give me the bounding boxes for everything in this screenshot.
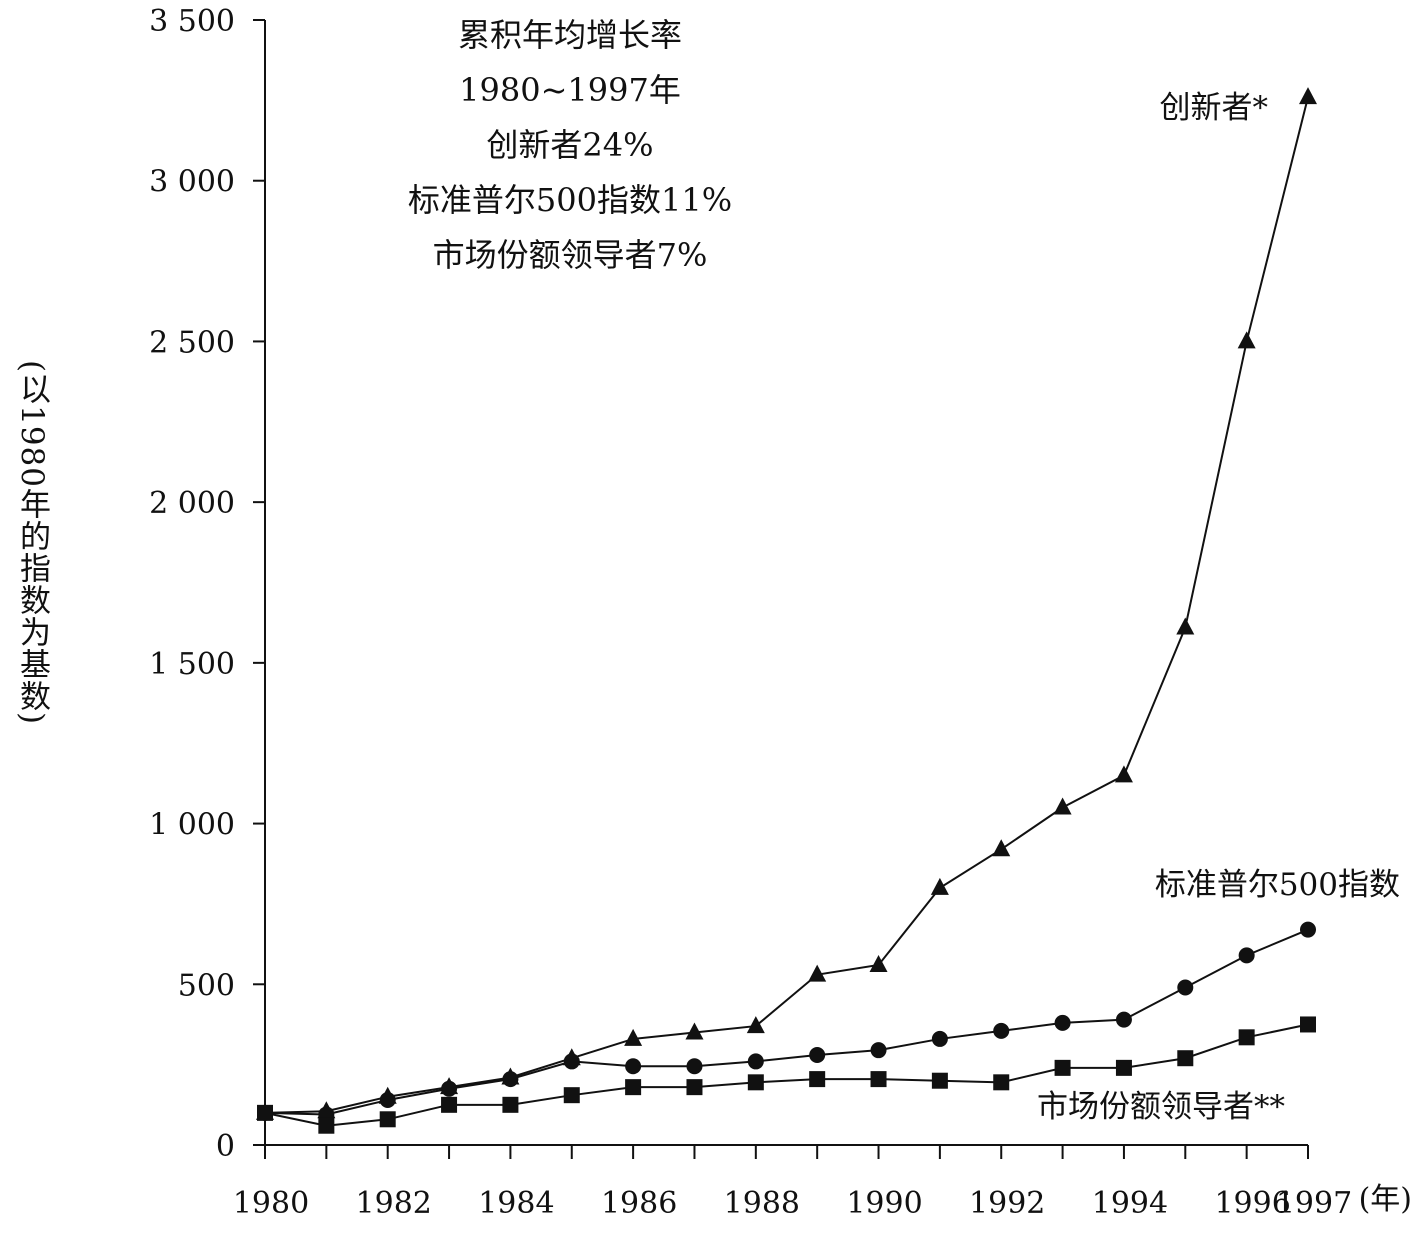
circle-marker — [1177, 979, 1194, 996]
triangle-marker — [930, 877, 949, 895]
triangle-marker — [746, 1016, 765, 1034]
x-axis-label: (年) — [1359, 1182, 1412, 1217]
square-marker — [686, 1079, 703, 1096]
triangle-marker — [1114, 765, 1133, 783]
y-tick-label: 2 000 — [149, 486, 235, 521]
y-tick-label: 500 — [178, 968, 235, 1003]
y-axis: 0 500 1 000 1 500 2 000 2 500 3 000 3 500 — [149, 4, 266, 1164]
square-marker — [257, 1104, 273, 1121]
triangle-marker — [1053, 797, 1072, 815]
square-marker — [747, 1074, 764, 1091]
series-line-circle — [264, 928, 1309, 1116]
square-marker — [1238, 1029, 1255, 1046]
triangle-marker — [808, 964, 827, 982]
square-marker — [502, 1096, 519, 1113]
circle-marker — [993, 1022, 1010, 1039]
x-tick-label: 1984 — [478, 1186, 554, 1221]
x-tick-label: 1996 — [1214, 1186, 1290, 1221]
annotation-line-3: 创新者24% — [486, 126, 654, 164]
series-line-square — [264, 1023, 1309, 1127]
x-tick-label: 1990 — [846, 1186, 922, 1221]
x-tick-label: 1988 — [724, 1186, 800, 1221]
square-marker — [993, 1074, 1010, 1091]
x-tick-label: 1994 — [1092, 1186, 1168, 1221]
circle-marker — [379, 1092, 396, 1108]
triangle-marker — [992, 839, 1011, 857]
annotation-line-4: 标准普尔500指数11% — [407, 181, 733, 219]
y-tick-label: 3 000 — [149, 165, 235, 200]
circle-marker — [1300, 921, 1316, 938]
square-marker — [318, 1117, 335, 1134]
y-tick-label: 2 500 — [149, 325, 235, 360]
triangle-marker — [869, 955, 888, 972]
circle-marker — [625, 1058, 642, 1075]
circle-marker — [809, 1047, 826, 1063]
square-marker — [870, 1071, 887, 1088]
circle-marker — [1238, 947, 1255, 964]
x-tick-label: 1982 — [356, 1186, 432, 1221]
circle-marker — [870, 1042, 887, 1059]
annotation-line-5: 市场份额领导者7% — [432, 236, 708, 274]
triangle-marker — [1237, 331, 1256, 349]
annotation-line-1: 累积年均增长率 — [457, 16, 682, 54]
square-marker — [931, 1072, 948, 1089]
x-tick-label: 1992 — [969, 1186, 1045, 1221]
square-marker — [1177, 1050, 1194, 1067]
y-tick-label: 1 500 — [149, 647, 235, 682]
annotation-line-2: 1980~1997年 — [459, 71, 681, 109]
triangle-marker — [624, 1028, 643, 1046]
series-label-square: 市场份额领导者** — [1037, 1089, 1285, 1125]
circle-marker — [931, 1030, 948, 1047]
triangle-marker — [1176, 617, 1195, 635]
x-tick-label: 1997 — [1276, 1186, 1352, 1221]
x-tick-label: 1986 — [601, 1186, 677, 1221]
y-tick-label: 0 — [216, 1129, 235, 1164]
y-tick-label: 1 000 — [149, 808, 235, 843]
circle-marker — [747, 1053, 764, 1070]
square-marker — [625, 1079, 642, 1096]
square-marker — [379, 1111, 396, 1128]
series-label-circle: 标准普尔500指数 — [1155, 867, 1400, 903]
square-marker — [809, 1071, 826, 1088]
series-line-triangle — [264, 96, 1309, 1114]
series-lines — [264, 96, 1309, 1127]
circle-marker — [1115, 1011, 1132, 1028]
y-tick-label: 3 500 — [149, 4, 235, 39]
square-marker — [563, 1087, 580, 1104]
square-marker — [441, 1096, 458, 1113]
series-label-triangle: 创新者* — [1160, 90, 1269, 126]
x-axis: 1980 1982 1984 1986 1988 1990 1992 1994 19961997… — [233, 1144, 1412, 1221]
y-axis-label: (以1980年的指数为基数) — [14, 360, 50, 726]
circle-marker — [563, 1053, 580, 1070]
series-markers — [256, 87, 1317, 1134]
square-marker — [1115, 1059, 1132, 1076]
circle-marker — [1054, 1014, 1071, 1031]
triangle-marker — [685, 1022, 704, 1040]
triangle-marker — [1299, 87, 1317, 105]
circle-marker — [686, 1058, 703, 1075]
square-marker — [1300, 1016, 1316, 1033]
x-tick-label: 1980 — [233, 1186, 309, 1221]
circle-marker — [502, 1071, 519, 1088]
square-marker — [1054, 1059, 1071, 1076]
circle-marker — [441, 1080, 458, 1097]
